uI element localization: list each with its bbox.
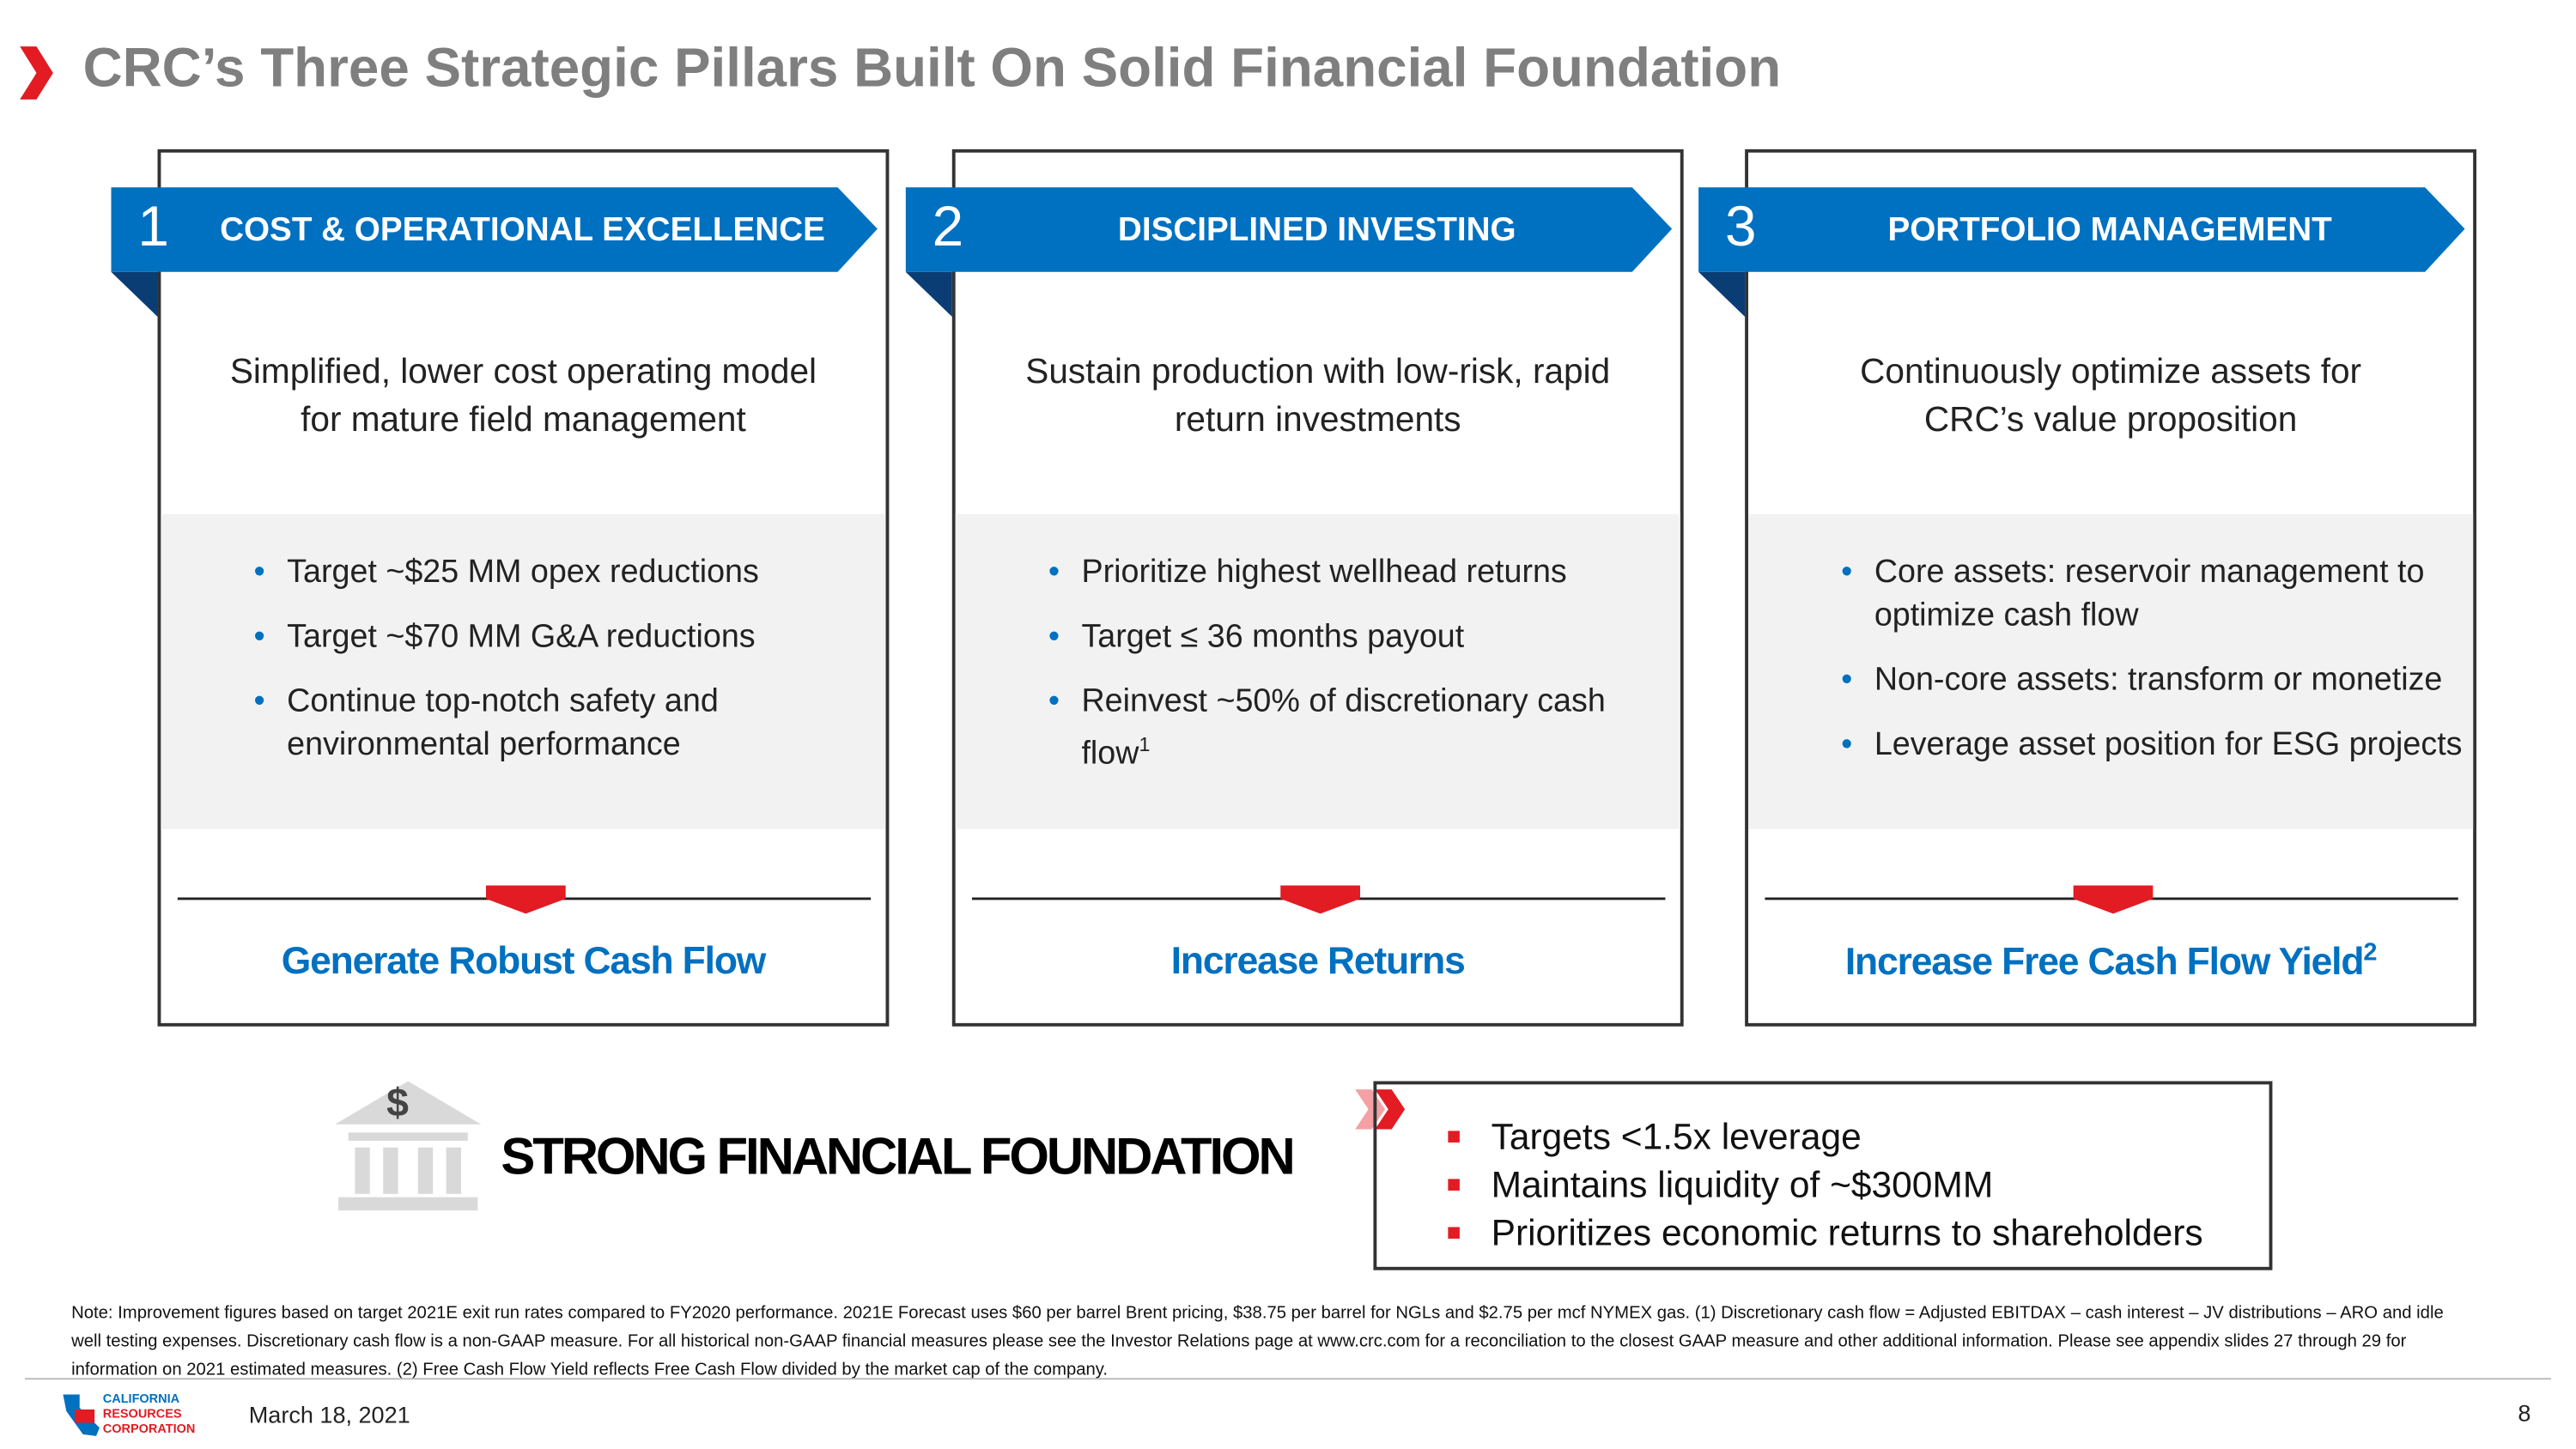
- divider: [971, 885, 1666, 914]
- pillar-banner: [905, 187, 1673, 317]
- pillar-heading: DISCIPLINED INVESTING: [1117, 212, 1516, 249]
- divider: [177, 885, 872, 914]
- bullet-text: Leverage asset position for ESG projects: [1874, 726, 2463, 763]
- outcome-text: Generate Robust Cash Flow: [281, 938, 767, 982]
- pillar-number: 1: [137, 195, 169, 259]
- bullet-text: Continue top-notch safety and environmen…: [287, 682, 719, 763]
- foundation-box: Targets <1.5x leverage Maintains liquidit…: [1373, 1081, 2273, 1270]
- divider-arrow: [485, 885, 566, 914]
- bank-icon: [335, 1081, 482, 1211]
- pillar-banner: [111, 187, 878, 317]
- bullet-item: Continue top-notch safety and environmen…: [247, 680, 878, 766]
- bullet-text: Non-core assets: transform or monetize: [1874, 661, 2443, 699]
- pillar-number: 2: [932, 195, 964, 259]
- pillar-description: Sustain production with low-risk, rapid …: [1025, 353, 1611, 440]
- divider: [1765, 885, 2458, 914]
- logo-line: CALIFORNIA: [102, 1391, 180, 1407]
- dollar-sign: $: [386, 1081, 409, 1126]
- outcome-text: Increase Free Cash Flow Yield: [1844, 939, 2365, 983]
- pillar-box: Sustain production with low-risk, rapid …: [951, 149, 1684, 1027]
- date: March 18, 2021: [248, 1401, 410, 1428]
- bullet-text: Core assets: reservoir management to opt…: [1874, 554, 2425, 634]
- bullet-item: Target ~$25 MM opex reductions: [247, 550, 878, 593]
- bullet-item: Prioritize highest wellhead returns: [1042, 550, 1672, 593]
- pillar-outcome: Increase Free Cash Flow Yield2: [1748, 938, 2473, 984]
- pillar-banner: [1698, 187, 2465, 317]
- divider-arrow: [1280, 885, 1360, 914]
- bullet-text: Target ~$70 MM G&A reductions: [287, 618, 756, 656]
- logo-text: CALIFORNIA RESOURCES CORPORATION: [103, 1391, 196, 1436]
- banner-shape: [905, 187, 1673, 272]
- bullet-text: Target ~$25 MM opex reductions: [287, 554, 759, 591]
- divider-arrow: [2073, 885, 2154, 914]
- double-chevron: [1355, 1089, 1406, 1130]
- foundation-bullet: Maintains liquidity of ~$300MM: [1443, 1161, 2203, 1209]
- banner-shape: [1698, 187, 2465, 272]
- banner-shape: [111, 187, 878, 272]
- pillar-number: 3: [1724, 195, 1757, 259]
- logo-line: CORPORATION: [102, 1421, 196, 1436]
- foundation-bullets: Targets <1.5x leverage Maintains liquidit…: [1443, 1113, 2203, 1257]
- logo-line: RESOURCES: [102, 1406, 182, 1422]
- pillar-outcome: Generate Robust Cash Flow: [161, 938, 885, 983]
- page-number: 8: [2518, 1399, 2531, 1427]
- bullet-item: Target ≤ 36 months payout: [1042, 615, 1672, 658]
- banner-fold: [111, 271, 158, 317]
- pillar-heading: PORTFOLIO MANAGEMENT: [1887, 212, 2332, 249]
- bullet-item: Non-core assets: transform or monetize: [1834, 658, 2464, 701]
- pillar-box: Continuously optimize assets for CRC’s v…: [1745, 149, 2477, 1027]
- bullet-item: Leverage asset position for ESG projects: [1834, 723, 2464, 766]
- logo-map: [63, 1394, 100, 1436]
- pillar-bullets: Core assets: reservoir management to opt…: [1834, 550, 2464, 787]
- footnote-ref: 1: [1139, 732, 1151, 756]
- pillar-outcome: Increase Returns: [956, 938, 1680, 983]
- foundation-title: STRONG FINANCIAL FOUNDATION: [501, 1127, 1295, 1186]
- foundation-bullet: Prioritizes economic returns to sharehol…: [1443, 1209, 2203, 1257]
- outcome-text: Increase Returns: [1170, 938, 1466, 982]
- bullet-item: Reinvest ~50% of discretionary cash flow…: [1042, 680, 1672, 775]
- footnote-ref: 2: [2363, 938, 2377, 967]
- title-chevron: [20, 46, 53, 100]
- banner-fold: [1698, 271, 1746, 317]
- slide-title: CRC’s Three Strategic Pillars Built On S…: [82, 36, 1782, 98]
- pillar-description: Simplified, lower cost operating model f…: [229, 353, 817, 440]
- pillar-heading: COST & OPERATIONAL EXCELLENCE: [220, 212, 825, 249]
- bullet-item: Core assets: reservoir management to opt…: [1834, 550, 2464, 636]
- pillar-bullets: Prioritize highest wellhead returns Targe…: [1042, 550, 1672, 797]
- bullet-text: Reinvest ~50% of discretionary cash flow: [1081, 682, 1606, 773]
- pillar-description: Continuously optimize assets for CRC’s v…: [1860, 353, 2362, 440]
- footnote: Note: Improvement figures based on targe…: [71, 1303, 2444, 1380]
- pillar-bullets: Target ~$25 MM opex reductions Target ~$7…: [247, 550, 878, 787]
- pillar-box: Simplified, lower cost operating model f…: [157, 149, 890, 1027]
- bullet-text: Prioritize highest wellhead returns: [1081, 554, 1567, 591]
- foundation-bullet: Targets <1.5x leverage: [1443, 1113, 2203, 1161]
- footer-rule: [24, 1378, 2551, 1380]
- bullet-text: Target ≤ 36 months payout: [1081, 618, 1465, 656]
- banner-fold: [905, 271, 952, 317]
- bullet-item: Target ~$70 MM G&A reductions: [247, 615, 878, 658]
